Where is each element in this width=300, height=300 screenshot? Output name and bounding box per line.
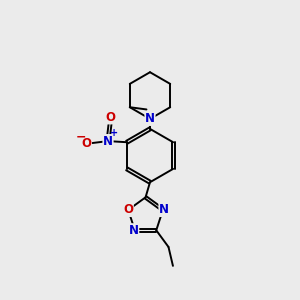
Text: N: N xyxy=(159,203,169,216)
Text: N: N xyxy=(103,135,113,148)
Text: N: N xyxy=(129,224,139,237)
Text: O: O xyxy=(123,203,133,216)
Text: −: − xyxy=(75,130,86,143)
Text: O: O xyxy=(82,137,92,150)
Text: O: O xyxy=(105,111,115,124)
Text: +: + xyxy=(110,128,118,138)
Text: N: N xyxy=(145,112,155,125)
